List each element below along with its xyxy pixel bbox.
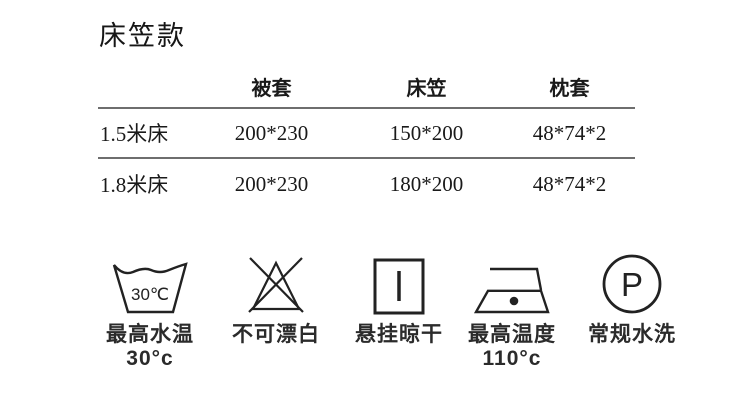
iron-max-temp-icon: [473, 252, 551, 315]
row-label: 1.5米床: [100, 122, 169, 146]
hang-dry-icon: [373, 252, 425, 315]
page-title: 床笠款: [99, 21, 186, 51]
fitted-sheet-size: 150*200: [389, 120, 464, 145]
table-row: 1.8米床 200*230 180*200 48*74*2: [98, 159, 635, 209]
row-label: 1.8米床: [100, 173, 169, 197]
wash-temp-symbol-text: 30℃: [131, 285, 169, 304]
fitted-sheet-size: 180*200: [389, 171, 464, 196]
care-label: 最高水温: [106, 323, 194, 346]
care-label: 不可漂白: [232, 323, 320, 346]
care-label: 常规水洗: [588, 323, 676, 346]
header-duvet-cover: 被套: [251, 77, 292, 100]
duvet-cover-size: 200*230: [234, 120, 309, 145]
care-item-max-water-temp: 30℃ 最高水温 30°c: [75, 252, 225, 371]
care-label: 最高温度: [468, 323, 556, 346]
size-table: 被套 床笠 枕套 1.5米床 200*230 150*200 48*74*2 1…: [98, 65, 635, 209]
care-label: 悬挂晾干: [355, 323, 443, 346]
care-sublabel: 30°c: [126, 347, 174, 370]
care-item-iron-max-temp: 最高温度 110°c: [437, 252, 587, 371]
circle-p-wash-icon: P: [601, 252, 663, 315]
care-item-hang-dry: 悬挂晾干: [324, 252, 474, 347]
wash-tub-30c-icon: 30℃: [111, 252, 189, 315]
care-sublabel: 110°c: [482, 347, 542, 370]
care-item-do-not-bleach: 不可漂白: [201, 252, 351, 347]
pillowcase-size: 48*74*2: [532, 120, 607, 145]
header-fitted-sheet: 床笠: [406, 77, 447, 100]
duvet-cover-size: 200*230: [234, 171, 309, 196]
care-item-normal-wash: P 常规水洗: [557, 252, 707, 347]
table-row: 1.5米床 200*230 150*200 48*74*2: [98, 109, 635, 159]
circle-p-symbol-text: P: [621, 266, 643, 303]
do-not-bleach-icon: [245, 252, 307, 315]
size-table-header-row: 被套 床笠 枕套: [98, 65, 635, 109]
pillowcase-size: 48*74*2: [532, 171, 607, 196]
header-pillowcase: 枕套: [549, 77, 590, 100]
